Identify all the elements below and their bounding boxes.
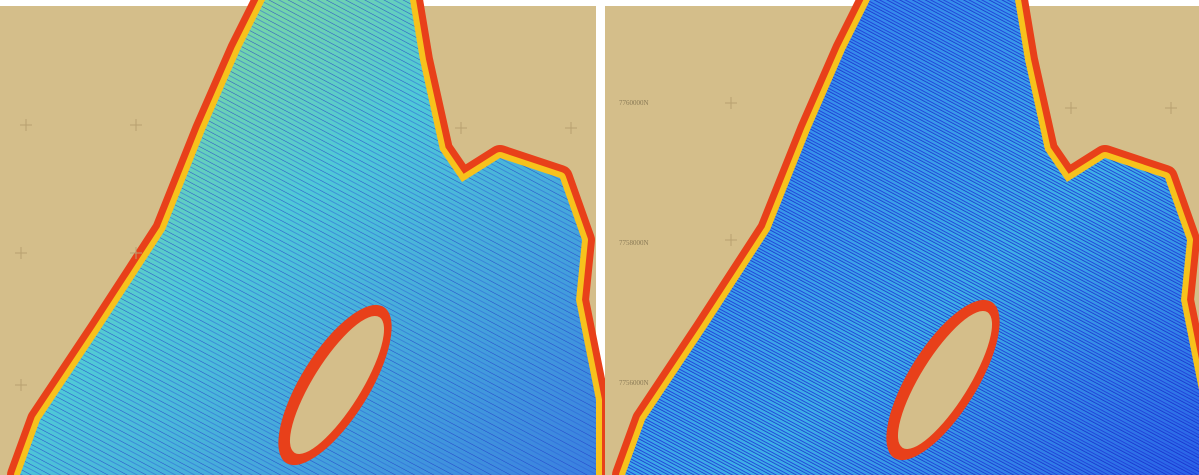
survey-maps: 7760000N 7758000N 7756000N <box>0 0 1199 475</box>
grid-label: 7756000N <box>619 379 649 387</box>
grid-label: 7760000N <box>619 99 649 107</box>
grid-label: 7758000N <box>619 239 649 247</box>
map-panel: 7760000N 7758000N 7756000N <box>605 0 1199 475</box>
map-panel <box>0 0 596 475</box>
page: 7760000N7758000N7756000N (() => { const … <box>0 0 1199 475</box>
